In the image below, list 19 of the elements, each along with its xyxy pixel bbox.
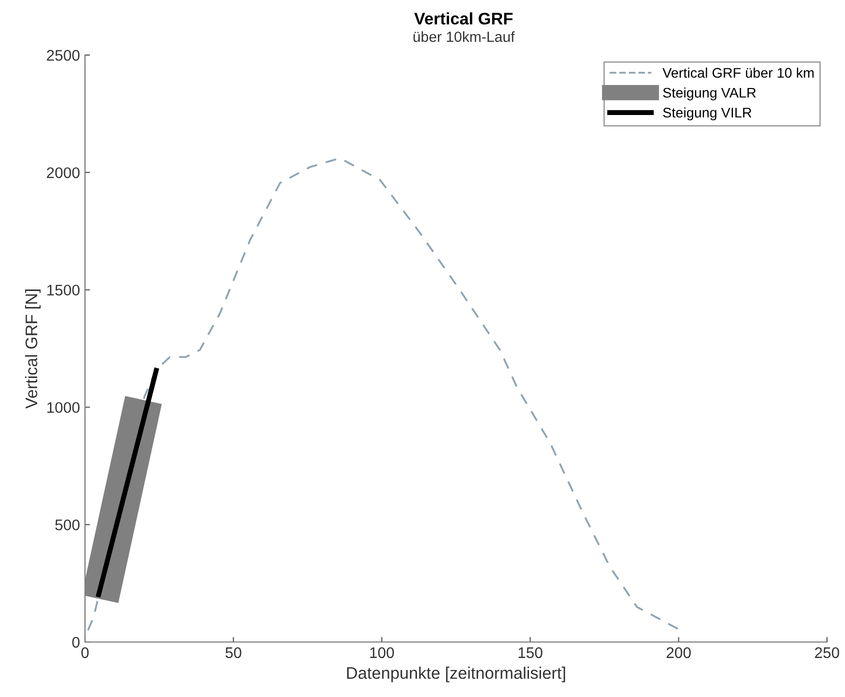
y-tick-label: 2000 <box>46 167 80 178</box>
y-tick-label: 0 <box>72 636 80 648</box>
y-tick-label: 500 <box>55 519 80 530</box>
x-tick-label: 150 <box>518 647 542 658</box>
y-tick-label: 1000 <box>47 402 80 413</box>
y-axis-title: Vertical GRF [N] <box>25 290 41 409</box>
x-tick-label: 100 <box>370 647 394 658</box>
x-tick-label: 50 <box>226 647 242 658</box>
x-tick-label: 200 <box>666 647 691 658</box>
x-tick-label: 250 <box>815 647 840 658</box>
legend-label: Vertical GRF über 10 km <box>662 68 814 78</box>
x-tick-label: 0 <box>81 647 89 658</box>
y-tick-label: 2500 <box>46 50 80 61</box>
y-tick-label: 1500 <box>47 284 80 296</box>
chart-subtitle: über 10km-Lauf <box>414 31 515 42</box>
x-axis-title: Datenpunkte [zeitnormalisiert] <box>347 666 566 682</box>
legend-label: Steigung VALR <box>663 87 756 100</box>
chart-title: Vertical GRF <box>414 12 513 25</box>
legend-label: Steigung VILR <box>663 107 752 120</box>
